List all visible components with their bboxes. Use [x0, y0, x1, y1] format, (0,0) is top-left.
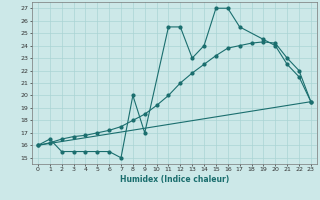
X-axis label: Humidex (Indice chaleur): Humidex (Indice chaleur)	[120, 175, 229, 184]
